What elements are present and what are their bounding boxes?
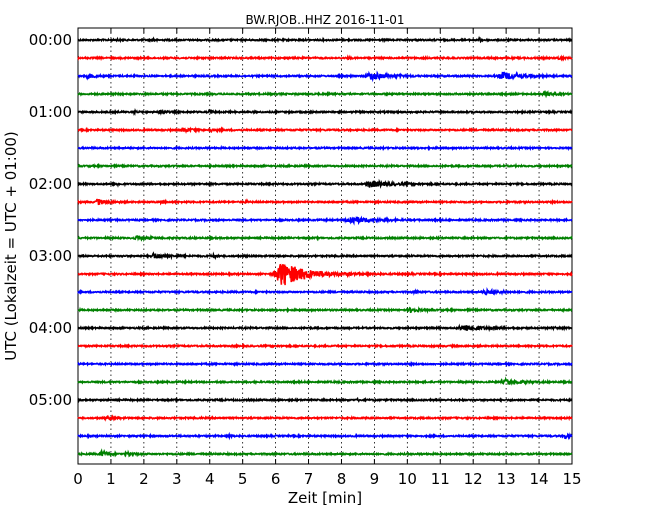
trace-0145: [77, 162, 573, 170]
y-tick-label: 05:00: [29, 391, 72, 409]
x-tick-label: 8: [337, 470, 347, 488]
x-tick-label: 12: [464, 470, 483, 488]
trace-0315: [77, 263, 573, 286]
trace-0045: [77, 89, 573, 99]
trace-0300: [77, 251, 573, 261]
x-tick-label: 5: [238, 470, 248, 488]
trace-0015: [77, 54, 573, 62]
x-axis-label: Zeit [min]: [288, 489, 362, 507]
x-tick-label: 2: [139, 470, 149, 488]
trace-0215: [77, 198, 573, 206]
trace-0100: [77, 107, 573, 117]
x-tick-label: 11: [431, 470, 450, 488]
trace-0545: [77, 448, 573, 458]
y-tick-label: 03:00: [29, 247, 72, 265]
trace-0200: [77, 178, 573, 189]
y-axis-ticks: 00:00 01:00 02:00 03:00 04:00 05:00: [29, 31, 83, 409]
x-tick-label: 15: [562, 470, 581, 488]
x-tick-label: 10: [398, 470, 417, 488]
vertical-gridlines: [110, 28, 540, 464]
y-axis-label: UTC (Lokalzeit = UTC + 01:00): [2, 131, 20, 361]
x-tick-label: 7: [304, 470, 314, 488]
trace-0330: [77, 287, 573, 296]
y-tick-label: 00:00: [29, 31, 72, 49]
x-tick-label: 14: [530, 470, 549, 488]
trace-0115: [77, 126, 573, 135]
trace-0445: [77, 376, 573, 386]
y-tick-label: 04:00: [29, 319, 72, 337]
trace-0130: [77, 144, 573, 152]
trace-0415: [77, 342, 573, 350]
seismic-traces: [77, 35, 573, 458]
trace-0345: [77, 305, 573, 314]
trace-0530: [77, 431, 573, 441]
x-tick-label: 1: [106, 470, 116, 488]
trace-0030: [77, 70, 573, 83]
x-tick-label: 6: [271, 470, 281, 488]
x-tick-label: 3: [172, 470, 182, 488]
chart-title: BW.RJOB..HHZ 2016-11-01: [245, 13, 404, 27]
trace-0515: [77, 414, 573, 422]
trace-0230: [77, 215, 573, 226]
x-tick-label: 9: [370, 470, 380, 488]
trace-0000: [77, 35, 573, 44]
x-axis-ticks: 0 1 2 3 4 5 6 7 8 9 10 11 12 13 14 15: [73, 28, 582, 488]
y-tick-label: 01:00: [29, 103, 72, 121]
x-tick-label: 13: [497, 470, 516, 488]
trace-0400: [77, 323, 573, 333]
trace-0500: [77, 396, 573, 404]
y-tick-label: 02:00: [29, 175, 72, 193]
plot-frame: [77, 27, 573, 465]
x-tick-label: 4: [205, 470, 215, 488]
trace-0245: [77, 234, 573, 243]
trace-0430: [77, 360, 573, 368]
x-tick-label: 0: [73, 470, 83, 488]
